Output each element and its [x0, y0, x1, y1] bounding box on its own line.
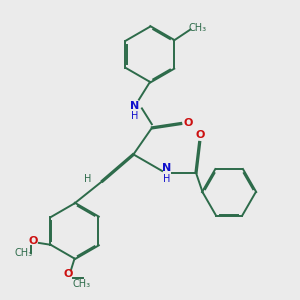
- Text: CH₃: CH₃: [14, 248, 32, 258]
- Text: O: O: [183, 118, 193, 128]
- Text: CH₃: CH₃: [73, 279, 91, 289]
- Text: O: O: [64, 269, 73, 279]
- Text: H: H: [163, 174, 170, 184]
- Text: O: O: [29, 236, 38, 247]
- Text: N: N: [130, 101, 139, 111]
- Text: H: H: [131, 111, 138, 121]
- Text: O: O: [195, 130, 204, 140]
- Text: H: H: [84, 174, 91, 184]
- Text: N: N: [162, 164, 171, 173]
- Text: CH₃: CH₃: [189, 22, 207, 33]
